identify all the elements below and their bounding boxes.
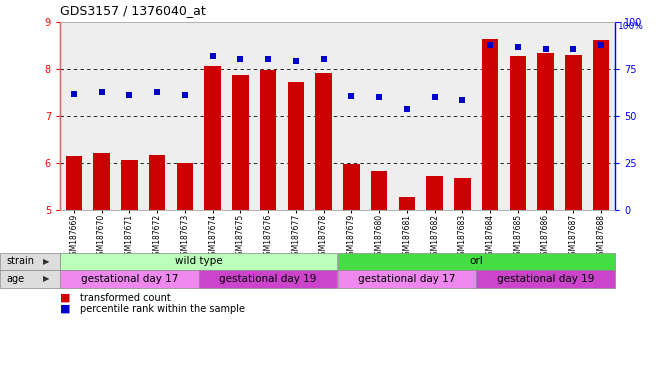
Text: strain: strain: [7, 257, 34, 266]
Point: [596, 41, 607, 48]
Bar: [121, 160, 138, 210]
Point: [96, 88, 107, 94]
Text: ■: ■: [60, 304, 71, 314]
Bar: [93, 153, 110, 210]
Point: [263, 56, 273, 62]
Text: orl: orl: [469, 257, 483, 266]
Point: [346, 93, 356, 99]
Text: ▶: ▶: [43, 275, 49, 283]
Bar: [315, 73, 332, 210]
Text: gestational day 19: gestational day 19: [219, 274, 317, 284]
Text: age: age: [7, 274, 24, 284]
Point: [318, 56, 329, 62]
Text: percentile rank within the sample: percentile rank within the sample: [80, 304, 245, 314]
Bar: [65, 156, 82, 210]
Bar: [510, 56, 526, 210]
Point: [430, 94, 440, 100]
Bar: [177, 163, 193, 210]
Point: [401, 106, 412, 112]
Point: [207, 53, 218, 59]
Point: [69, 91, 79, 98]
Point: [374, 94, 384, 100]
Bar: [426, 176, 443, 210]
Text: wild type: wild type: [175, 257, 222, 266]
Bar: [343, 164, 360, 210]
Bar: [482, 40, 498, 210]
Point: [290, 58, 301, 64]
Text: gestational day 17: gestational day 17: [358, 274, 455, 284]
Bar: [371, 172, 387, 210]
Point: [124, 92, 135, 98]
Bar: [399, 197, 415, 210]
Bar: [148, 155, 166, 210]
Point: [541, 46, 551, 52]
Text: gestational day 19: gestational day 19: [497, 274, 594, 284]
Text: ▶: ▶: [43, 257, 49, 266]
Point: [152, 89, 162, 95]
Text: GDS3157 / 1376040_at: GDS3157 / 1376040_at: [60, 4, 206, 17]
Text: gestational day 17: gestational day 17: [81, 274, 178, 284]
Text: 100%: 100%: [618, 22, 644, 31]
Bar: [593, 40, 609, 210]
Bar: [537, 53, 554, 210]
Point: [485, 41, 496, 48]
Point: [513, 44, 523, 50]
Point: [568, 46, 579, 52]
Bar: [260, 70, 277, 210]
Point: [235, 56, 246, 62]
Bar: [565, 55, 581, 210]
Bar: [454, 178, 471, 210]
Bar: [232, 75, 249, 210]
Point: [180, 92, 190, 98]
Bar: [205, 66, 221, 210]
Text: ■: ■: [60, 293, 71, 303]
Point: [457, 96, 468, 103]
Text: transformed count: transformed count: [80, 293, 170, 303]
Bar: [288, 82, 304, 210]
